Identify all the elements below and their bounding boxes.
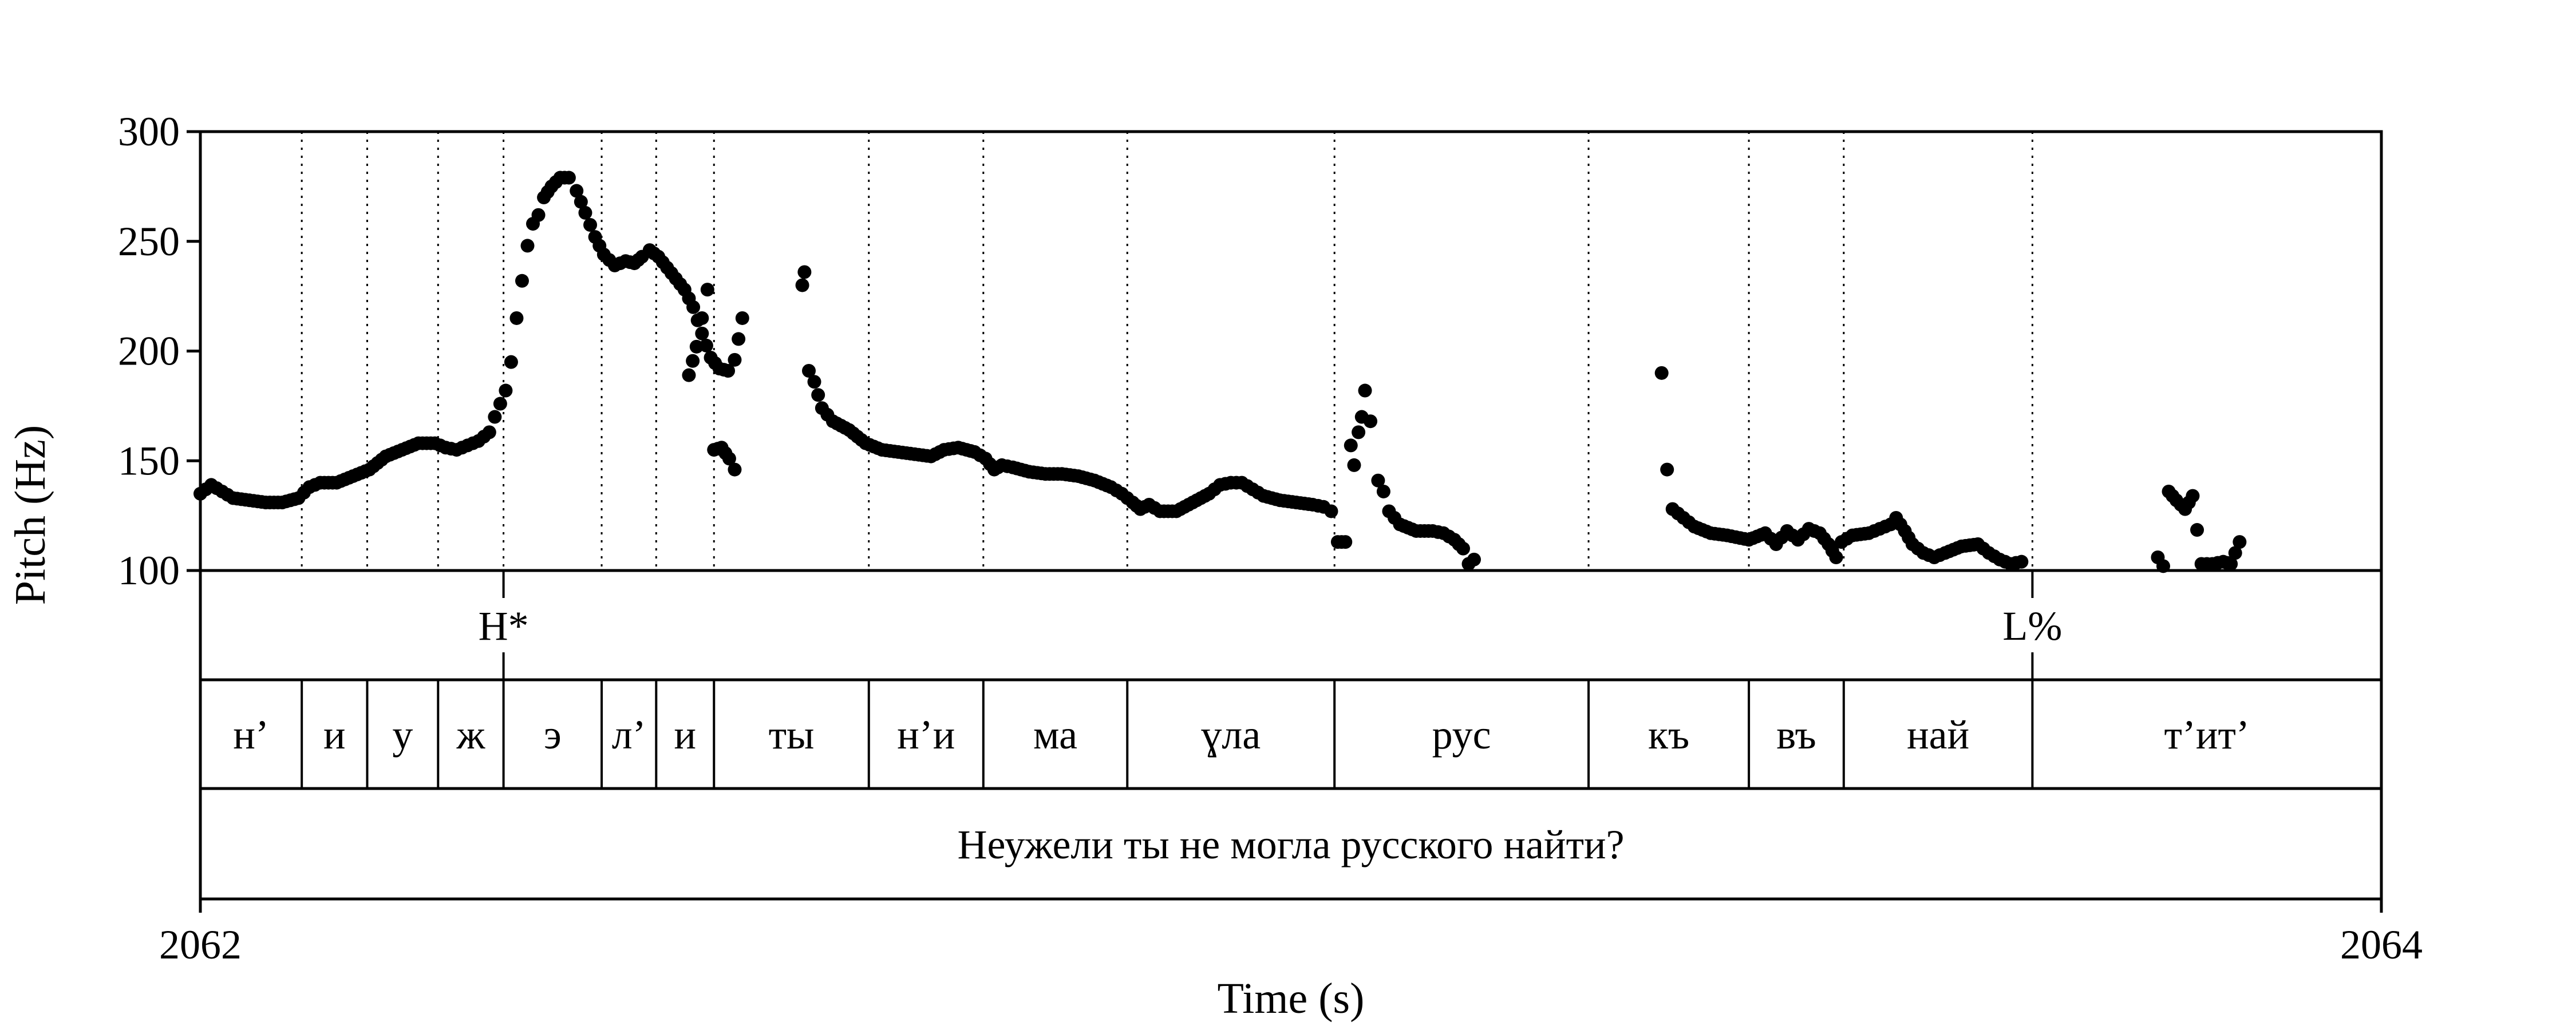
syllable-tier: н’ и у ж э л’ и ты н’и ма ɣла рус къ въ най т’ит’	[233, 712, 2250, 758]
pitch-point	[721, 364, 736, 378]
syllable-label: ɣла	[1201, 712, 1261, 758]
pitch-point	[493, 397, 507, 411]
tone-label: H*	[479, 603, 529, 649]
pitch-point	[482, 425, 496, 439]
pitch-point	[515, 274, 529, 288]
syllable-label: у	[392, 712, 413, 758]
syllable-label: т’ит’	[2164, 712, 2249, 758]
pitch-point	[795, 278, 809, 292]
pitch-point	[811, 388, 825, 402]
pitch-point	[1654, 366, 1669, 380]
pitch-point	[583, 217, 598, 232]
syllable-label: ты	[769, 712, 815, 758]
syllable-label: н’и	[897, 712, 955, 758]
syllable-label: л’	[612, 712, 646, 758]
syllable-label: и	[323, 712, 346, 758]
pitch-point	[1324, 504, 1338, 518]
pitch-point	[2186, 489, 2200, 503]
y-axis-title: Pitch (Hz)	[6, 425, 54, 605]
pitch-point	[574, 195, 588, 209]
pitch-point	[1344, 438, 1358, 453]
pitch-point	[722, 451, 736, 466]
pitch-point	[732, 332, 746, 346]
syllable-label: н’	[233, 712, 269, 758]
pitch-point	[504, 355, 518, 369]
pitch-point	[2228, 546, 2242, 560]
tone-tier: H* L%	[479, 571, 2062, 680]
syllable-label: въ	[1776, 712, 1816, 758]
y-tick-label: 200	[118, 328, 180, 374]
x-axis-title: Time (s)	[1218, 974, 1365, 1023]
pitch-point	[570, 184, 584, 198]
syllable-label: най	[1907, 712, 1969, 758]
pitch-point	[807, 375, 821, 389]
pitch-point	[686, 300, 701, 314]
pitch-point	[1371, 473, 1385, 488]
pitch-point	[2190, 523, 2204, 537]
pitch-point	[728, 462, 742, 477]
y-tick-label: 250	[118, 219, 180, 264]
pitch-point	[2014, 554, 2029, 569]
sentence-transcription: Неужели ты не могла русского найти?	[957, 822, 1624, 867]
y-tick-label: 150	[118, 438, 180, 484]
pitch-point	[1376, 484, 1390, 498]
pitch-point	[520, 239, 535, 253]
x-tick-label-start: 2062	[159, 922, 242, 968]
pitch-point	[499, 383, 513, 398]
pitch-point	[728, 352, 742, 367]
y-tick-label: 300	[118, 109, 180, 154]
pitch-point	[689, 339, 704, 354]
pitch-point	[700, 283, 714, 297]
pitch-point	[682, 368, 696, 382]
pitch-point	[1347, 458, 1361, 472]
pitch-point	[1358, 383, 1372, 398]
syllable-label: ж	[456, 712, 486, 758]
pitch-point	[1338, 535, 1353, 549]
pitch-point	[1364, 414, 1378, 429]
pitch-point	[686, 354, 700, 368]
pitch-points	[193, 171, 2247, 573]
pitch-point	[695, 311, 709, 325]
pitch-point	[509, 311, 524, 325]
syllable-label: э	[544, 712, 562, 758]
pitch-point	[2233, 535, 2247, 549]
boundary-lines	[301, 132, 2034, 789]
frame	[199, 130, 2383, 901]
pitch-point	[797, 265, 812, 279]
x-axis: 2062 2064	[159, 899, 2423, 968]
syllable-label: ма	[1033, 712, 1077, 758]
pitch-point	[735, 311, 749, 325]
tone-label: L%	[2002, 603, 2062, 649]
pitch-point	[1660, 462, 1674, 477]
pitch-point	[1352, 425, 1366, 439]
pitch-point	[562, 171, 576, 185]
pitch-point	[1829, 550, 1843, 564]
x-tick-label-end: 2064	[2340, 922, 2423, 968]
pitch-point	[695, 326, 709, 340]
syllable-label: къ	[1648, 712, 1689, 758]
y-axis: 100 150 200 250 300	[118, 109, 200, 593]
pitch-point	[488, 410, 502, 424]
plot-border	[199, 130, 2383, 901]
y-tick-label: 100	[118, 548, 180, 593]
syllable-label: и	[674, 712, 697, 758]
pitch-point	[531, 208, 546, 222]
pitch-point	[1456, 541, 1470, 556]
pitch-point	[801, 364, 816, 378]
syllable-label: рус	[1432, 712, 1491, 758]
pitch-point	[2224, 557, 2238, 571]
pitch-point	[578, 205, 592, 220]
pitch-point	[1467, 552, 1481, 566]
